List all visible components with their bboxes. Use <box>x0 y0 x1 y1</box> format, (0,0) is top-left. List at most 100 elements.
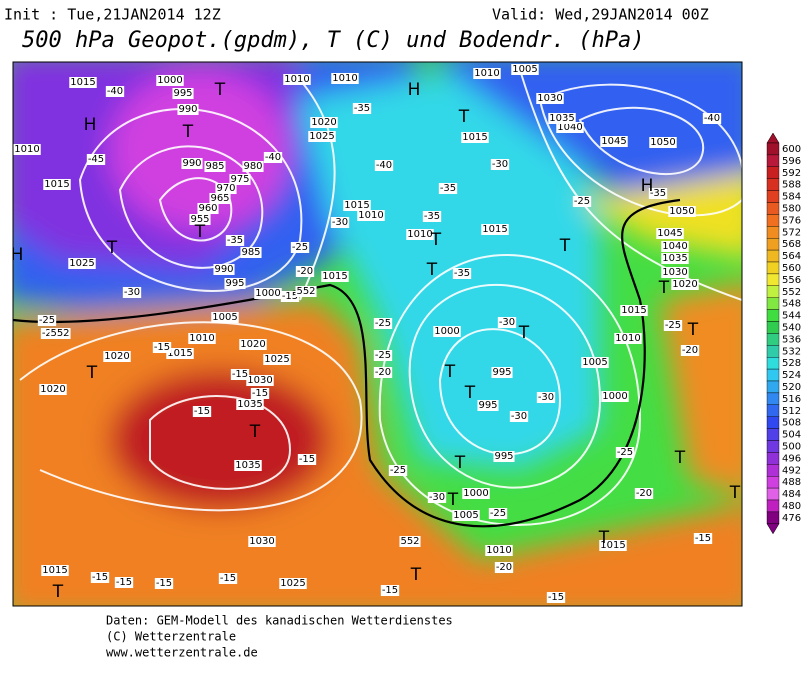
temperature-label: -15 <box>220 573 236 584</box>
temperature-label-box <box>37 315 57 326</box>
temperature-label-box <box>152 342 172 353</box>
temperature-label: -25 <box>375 350 391 361</box>
legend-swatch <box>766 297 780 310</box>
legend-swatch <box>766 416 780 429</box>
legend-label: 532 <box>782 346 801 357</box>
legend-label: 552 <box>782 287 801 298</box>
legend-label: 496 <box>782 453 801 464</box>
pressure-label: 1015 <box>44 179 69 190</box>
temperature-label: -35 <box>650 188 666 199</box>
pressure-label: 1020 <box>311 117 336 128</box>
legend-swatch <box>766 226 780 239</box>
temperature-label-box <box>490 159 510 170</box>
temperature-label: -35 <box>454 268 470 279</box>
temperature-label-box <box>488 508 508 519</box>
pressure-label-box <box>254 288 282 299</box>
pressure-label: 1005 <box>453 510 478 521</box>
pressure-label-box <box>172 88 194 99</box>
pressure-label: 980 <box>243 161 262 172</box>
temperature-label-box <box>615 447 635 458</box>
pressure-label-box <box>263 354 291 365</box>
temperature-label: -25 <box>375 318 391 329</box>
legend-swatch <box>766 476 780 489</box>
pressure-label: 975 <box>230 174 249 185</box>
temperature-label-box <box>373 318 393 329</box>
pressure-label: 1005 <box>212 312 237 323</box>
legend-swatch <box>766 440 780 453</box>
pressure-label-box <box>343 200 371 211</box>
pressure-label: 1015 <box>322 271 347 282</box>
pressure-label: 995 <box>494 451 513 462</box>
pressure-label-box <box>279 578 307 589</box>
legend-label: 512 <box>782 406 801 417</box>
legend-label: 544 <box>782 311 801 322</box>
temperature-label-box <box>680 345 700 356</box>
pressure-label-box <box>177 104 199 115</box>
pressure-label: 1035 <box>662 253 687 264</box>
temperature-label-box <box>263 152 283 163</box>
pressure-label-box <box>600 136 628 147</box>
pressure-label-box <box>548 113 576 124</box>
pressure-label: 1010 <box>14 144 39 155</box>
temperature-label-box <box>225 235 245 246</box>
pressure-label-box <box>248 536 276 547</box>
pressure-label: 1015 <box>462 132 487 143</box>
pressure-center: H <box>84 115 97 135</box>
pressure-label: 970 <box>216 183 235 194</box>
temperature-label-box <box>297 454 317 465</box>
pressure-label-box <box>406 229 434 240</box>
legend-label: 580 <box>782 203 801 214</box>
pressure-label: 1035 <box>235 460 260 471</box>
temperature-label: -15 <box>92 572 108 583</box>
pressure-center: T <box>410 565 422 585</box>
pressure-label: 990 <box>178 104 197 115</box>
temperature-label-box <box>422 211 442 222</box>
pressure-label-box <box>649 137 677 148</box>
legend-label: 520 <box>782 382 801 393</box>
contour-label: 552 <box>296 286 315 297</box>
legend-label: 568 <box>782 239 801 250</box>
legend-label: 600 <box>782 144 801 155</box>
footer-line: (C) Wetterzentrale <box>106 630 236 644</box>
temperature-label: -30 <box>538 392 554 403</box>
pressure-label: 1025 <box>69 258 94 269</box>
pressure-label-box <box>236 399 264 410</box>
temperature-label-box <box>546 592 566 603</box>
legend-swatch <box>766 345 780 358</box>
pressure-center: T <box>106 238 118 258</box>
pressure-label-box <box>433 326 461 337</box>
temperature-label: -20 <box>682 345 698 356</box>
legend-swatch <box>766 154 780 167</box>
pressure-label-box <box>656 228 684 239</box>
pressure-label: 1015 <box>600 540 625 551</box>
legend-swatch <box>766 285 780 298</box>
legend-swatch <box>766 190 780 203</box>
temperature-label-box <box>427 492 447 503</box>
footer-line: Daten: GEM-Modell des kanadischen Wetter… <box>106 614 453 628</box>
pressure-label: 1025 <box>309 131 334 142</box>
temperature-label-box <box>438 183 458 194</box>
pressure-label-box <box>239 339 267 350</box>
contour-label-box <box>49 328 71 339</box>
legend-swatch <box>766 249 780 263</box>
pressure-label: 1025 <box>264 354 289 365</box>
temperature-label-box <box>663 320 683 331</box>
pressure-label-box <box>461 132 489 143</box>
pressure-label: 955 <box>190 214 209 225</box>
temperature-label-box <box>280 291 300 302</box>
pressure-label-box <box>211 312 239 323</box>
legend-label: 528 <box>782 358 801 369</box>
pressure-label: 1010 <box>284 74 309 85</box>
pressure-label: 1000 <box>602 391 627 402</box>
temperature-label-box <box>373 350 393 361</box>
temperature-label-box <box>497 317 517 328</box>
pressure-label-box <box>166 348 194 359</box>
pressure-label-box <box>601 391 629 402</box>
pressure-label-box <box>485 545 513 556</box>
temperature-label-box <box>388 465 408 476</box>
legend-swatch <box>766 452 780 465</box>
legend-swatch <box>766 178 780 191</box>
pressure-label-box <box>452 510 480 521</box>
pressure-label-box <box>599 540 627 551</box>
